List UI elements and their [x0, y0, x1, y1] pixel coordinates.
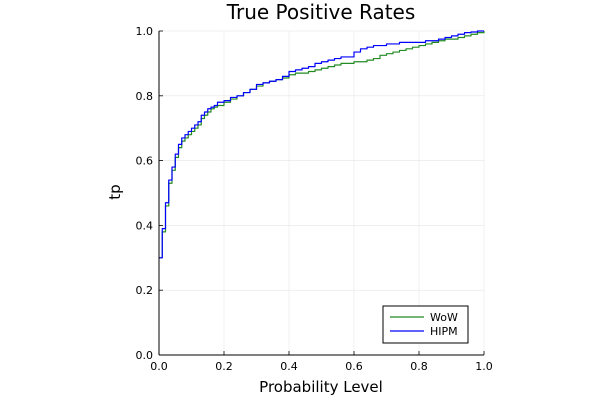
x-tick-label: 1.0 [475, 360, 493, 373]
series-layer [159, 30, 485, 259]
series-line-wow [159, 31, 485, 259]
series-line-hipm [159, 30, 484, 259]
x-tick-label: 0.4 [280, 360, 298, 373]
x-tick-label: 0.6 [345, 360, 363, 373]
grid [158, 30, 485, 356]
y-tick-label: 0.4 [136, 219, 154, 232]
legend-label-wow: WoW [430, 311, 458, 324]
y-tick-label: 0.2 [136, 284, 154, 297]
y-tick-label: 0.0 [136, 349, 154, 362]
axes [158, 30, 485, 356]
x-tick-label: 0.2 [215, 360, 233, 373]
y-tick-label: 0.8 [136, 90, 154, 103]
y-tick-label: 0.6 [136, 155, 154, 168]
legend: WoW HIPM [382, 305, 469, 344]
y-tick-label: 1.0 [136, 25, 154, 38]
legend-label-hipm: HIPM [430, 325, 458, 338]
x-tick-label: 0.0 [150, 360, 168, 373]
legend-box [382, 305, 469, 344]
chart-title: True Positive Rates [226, 0, 416, 24]
y-axis-label: tp [106, 184, 124, 199]
tick-labels: 0.0 0.2 0.4 0.6 0.8 1.0 0.0 0.2 0.4 0.6 0.8 1.0 [136, 25, 493, 373]
x-tick-label: 0.8 [410, 360, 428, 373]
x-axis-label: Probability Level [259, 378, 383, 396]
